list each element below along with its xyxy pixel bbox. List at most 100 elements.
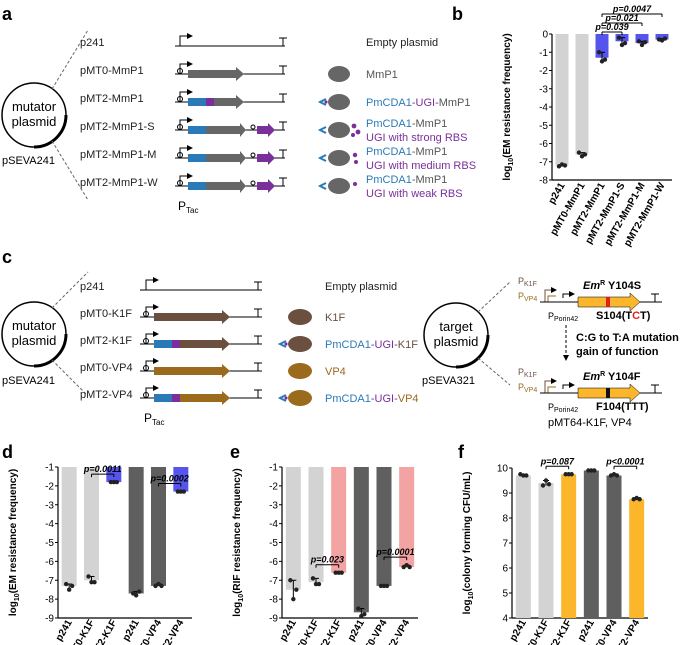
x-tick-label: p241 [121, 618, 142, 644]
data-point [614, 473, 620, 478]
p-value-label: p=0.0002 [150, 474, 189, 484]
target-construct-bottom: PK1F PVP4 EmR Y104F PPorin42 F104(TTT) p… [518, 367, 662, 429]
y-axis-label: log10(EM resistance frequency) [8, 469, 21, 616]
target-name: pSEVA321 [422, 375, 475, 387]
svg-text:F104(TTT): F104(TTT) [596, 401, 649, 413]
panel-b: b 0 -1 -2 -3 -4 -5 -6 -7 -8 log10(EM resistance fr… [452, 4, 672, 249]
y-axis-label: log10(RIF resistance frequency) [232, 468, 245, 616]
label-mmp1: MmP1 [366, 69, 398, 81]
p-value-label: p=0.0047 [612, 4, 652, 14]
p-value-label: p<0.0001 [605, 456, 644, 466]
y-tick-label: 7 [502, 539, 508, 550]
p-value-label: p=0.087 [540, 456, 575, 466]
x-tick-label: p241 [346, 618, 367, 644]
y-tick-label: -3 [269, 500, 278, 511]
gene-maps-a [175, 33, 287, 193]
label-medium-rbs: UGI with medium RBS [366, 160, 476, 172]
y-tick-label: -3 [45, 500, 54, 511]
y-tick-label: 5 [502, 589, 508, 600]
p-value-label: p=0.0011 [83, 464, 122, 474]
y-tick-label: -8 [539, 176, 548, 187]
y-tick-label: -1 [45, 463, 54, 474]
construct-pmt2-mmp1-s: pMT2-MmP1-S [80, 121, 155, 133]
plasmid-line2-a: plasmid [12, 114, 57, 129]
bar-p241 [555, 34, 569, 166]
y-tick-label: -6 [45, 557, 54, 568]
y-tick-label: -7 [539, 157, 548, 168]
data-point [384, 583, 390, 589]
svg-text:EmR Y104S: EmR Y104S [583, 280, 641, 292]
label-pm-mm-w: PmCDA1-MmP1 [366, 174, 447, 186]
y-tick-label: -4 [269, 519, 278, 530]
panel-label-e: e [230, 442, 240, 462]
data-point [562, 163, 568, 168]
data-point [524, 473, 529, 478]
data-point [596, 50, 602, 55]
data-point [114, 479, 120, 485]
promoter-a: PTac [178, 199, 198, 215]
construct-pmt0-vp4: pMT0-VP4 [80, 362, 133, 374]
panel-label-b: b [452, 4, 463, 24]
p-value-label: p=0.039 [594, 22, 628, 32]
bar-pMT0-VP4 [606, 475, 622, 618]
data-point [636, 39, 642, 44]
data-point [642, 40, 648, 45]
bar-pMT2-VP4 [629, 499, 645, 618]
panel-c: c mutator plasmid pSEVA241 p241 pMT0-K1F… [1, 247, 679, 429]
data-point [69, 583, 75, 589]
y-tick-label: 6 [502, 564, 508, 575]
target-line2: plasmid [434, 334, 479, 349]
p-value-label: p=0.021 [604, 13, 638, 23]
plasmid-name-a: pSEVA241 [2, 155, 55, 167]
bar-pMT2-MmP1-M [635, 34, 649, 44]
target-line1: target [439, 319, 473, 334]
x-tick-label: p241 [278, 618, 299, 644]
plasmid-line1-a: mutator [12, 99, 57, 114]
data-point [639, 42, 645, 48]
bar-p241 [515, 475, 531, 618]
bar-p241 [61, 467, 77, 586]
y-tick-label: -4 [45, 519, 54, 530]
y-tick-label: -7 [45, 576, 54, 587]
y-tick-label: -5 [269, 538, 278, 549]
bar-p241 [285, 467, 301, 590]
construct-pmt0-mmp1: pMT0-MmP1 [80, 65, 144, 77]
data-point [310, 576, 316, 581]
construct-pmt2-mmp1-m: pMT2-MmP1-M [80, 149, 156, 161]
map-pmt2-mmp1-w [175, 173, 287, 193]
y-tick-label: -9 [45, 614, 54, 625]
bar-p241 [583, 470, 599, 618]
construct-pmt2-mmp1-w: pMT2-MmP1-W [80, 177, 158, 189]
bar-pMT2-VP4 [399, 467, 415, 568]
data-point [159, 583, 164, 589]
label-pmcda1-ugi-mmp1: PmCDA1-UGI-MmP1 [366, 97, 471, 109]
bar-pMT0-K1F [308, 467, 324, 583]
y-tick-label: -8 [45, 595, 54, 606]
x-tick-label: p241 [54, 618, 75, 644]
target-construct-top: PK1F PVP4 EmR Y104S PPorin42 S104(TCT) [518, 276, 662, 323]
label-empty-c: Empty plasmid [325, 281, 397, 293]
data-point [546, 482, 552, 487]
label-pm-mm-s: PmCDA1-MmP1 [366, 118, 447, 130]
panel-e: e -1 -2 -3 -4 -5 -6 -7 -8 -9 log10(RIF resistance … [230, 442, 418, 645]
y-tick-label: -2 [269, 481, 278, 492]
y-tick-label: -9 [269, 614, 278, 625]
y-axis-label: log10(colony forming CFU/mL) [462, 472, 475, 615]
construct-p241-c: p241 [80, 281, 104, 293]
data-point [616, 35, 622, 40]
x-tick-label: p241 [508, 618, 529, 644]
y-tick-label: -5 [539, 121, 548, 132]
data-point [637, 497, 642, 502]
data-point [576, 150, 582, 155]
data-point [362, 612, 367, 617]
panel-label-a: a [2, 4, 13, 24]
y-tick-label: 0 [542, 30, 548, 41]
p-value-label: p=0.023 [310, 555, 344, 565]
data-point [356, 606, 361, 611]
label-empty-a: Empty plasmid [366, 37, 438, 49]
x-tick-label: p241 [576, 618, 597, 644]
label-pmcda1-ugi-vp4: PmCDA1-UGI-VP4 [325, 393, 419, 405]
data-point [181, 489, 187, 494]
svg-text:PK1F: PK1F [518, 276, 537, 288]
panel-d: d -1 -2 -3 -4 -5 -6 -7 -8 -9 log10(EM resistance f… [2, 442, 192, 645]
